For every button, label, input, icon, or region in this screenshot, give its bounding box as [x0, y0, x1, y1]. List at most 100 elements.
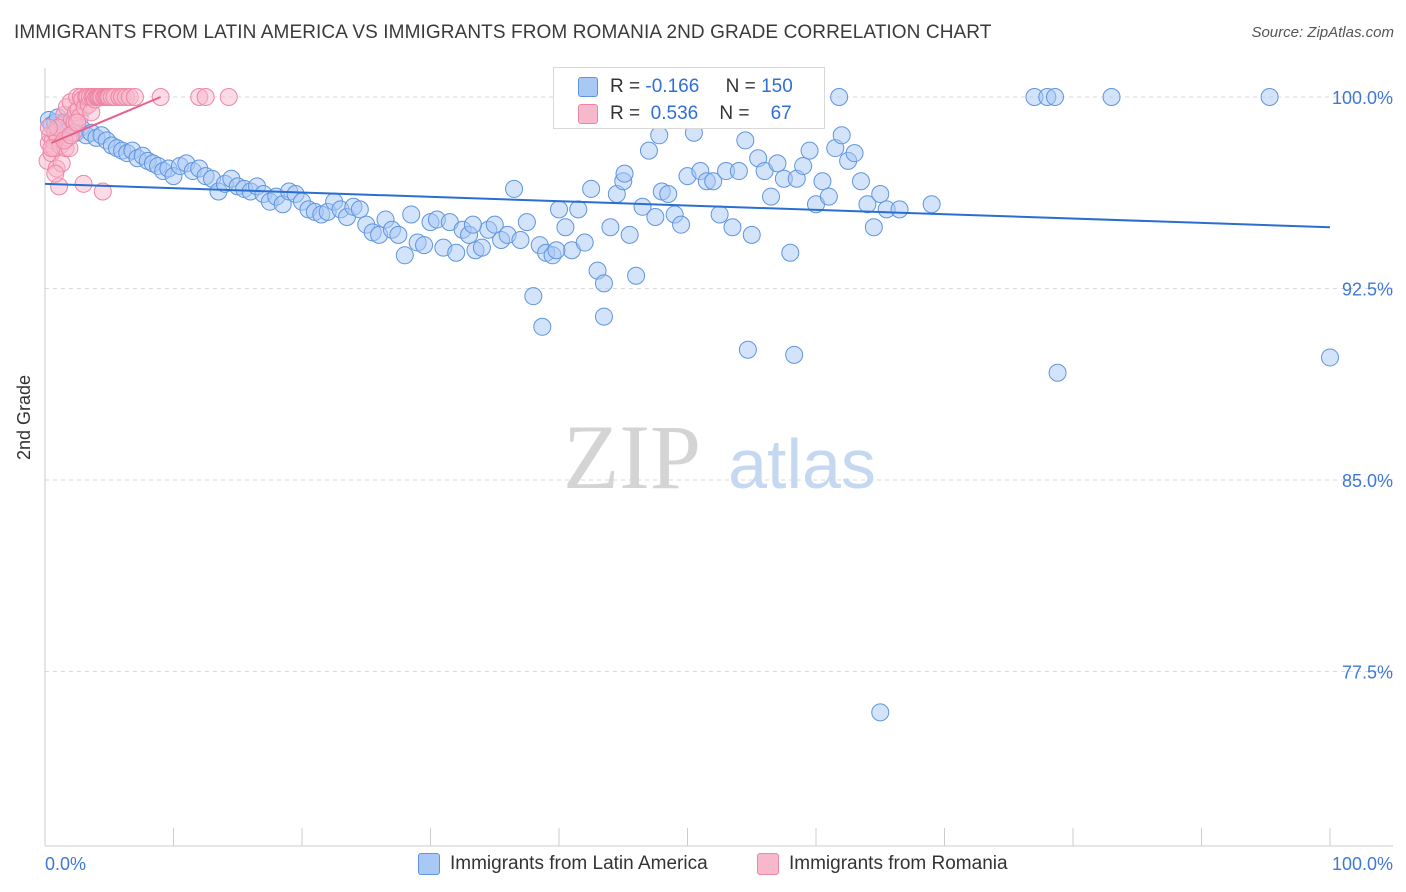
data-point — [1321, 348, 1339, 367]
data-point — [794, 156, 813, 175]
watermark-atlas: atlas — [728, 425, 876, 503]
data-point — [196, 88, 215, 106]
data-point — [575, 233, 594, 252]
y-tick-labels: 77.5% 85.0% 92.5% 100.0% — [1332, 88, 1393, 683]
legend-r-value: -0.166 — [645, 76, 700, 97]
legend-r-value: 0.536 — [645, 103, 699, 124]
data-point — [1046, 88, 1065, 106]
legend-swatch-blue — [418, 853, 440, 875]
data-point — [723, 218, 742, 237]
data-point — [646, 208, 665, 227]
data-point — [845, 144, 864, 163]
data-point — [402, 205, 421, 224]
data-point — [871, 703, 890, 722]
legend-swatch-pink — [757, 853, 779, 875]
data-point — [738, 340, 757, 359]
data-point — [68, 113, 87, 132]
data-point — [832, 126, 851, 145]
trend-line-latin-america — [44, 182, 1331, 229]
data-point — [594, 274, 613, 293]
stats-legend: R = -0.166 N = 150 R = 0.536 N = 67 — [553, 67, 825, 129]
data-point — [781, 243, 800, 262]
legend-label-romania: Immigrants from Romania — [789, 853, 1008, 874]
data-point — [922, 195, 941, 214]
data-point — [620, 225, 639, 244]
data-point — [729, 162, 748, 181]
legend-swatch-pink — [578, 104, 598, 124]
x-tick-label-min: 0.0% — [45, 854, 86, 874]
data-point — [517, 213, 536, 232]
data-point — [1260, 88, 1279, 106]
legend-n-label: N = — [719, 103, 750, 124]
y-axis-label: 2nd Grade — [14, 374, 34, 460]
data-point — [46, 164, 65, 183]
axes — [44, 68, 1393, 847]
data-point — [864, 218, 883, 237]
data-point — [785, 345, 804, 364]
legend-n-label: N = — [725, 76, 756, 97]
trend-line-romania — [51, 96, 162, 144]
data-point — [550, 200, 568, 219]
data-point — [125, 88, 144, 106]
data-point — [601, 218, 620, 237]
data-point — [639, 141, 658, 160]
trend-lines — [44, 96, 1331, 229]
grid-lines — [45, 96, 1393, 672]
data-point — [594, 307, 613, 326]
watermark-zip: ZIP — [563, 406, 701, 508]
data-point — [569, 200, 588, 219]
data-point — [633, 197, 652, 216]
legend-n-value: 67 — [765, 103, 792, 124]
data-point — [547, 241, 566, 260]
data-point — [511, 230, 530, 249]
y-tick-label: 100.0% — [1332, 88, 1393, 108]
data-point — [742, 225, 761, 244]
legend-label-latin-america: Immigrants from Latin America — [450, 853, 708, 874]
data-point — [533, 317, 552, 336]
y-tick-label: 92.5% — [1342, 280, 1393, 300]
data-point — [463, 215, 482, 234]
data-point — [1048, 363, 1067, 382]
data-point — [93, 182, 112, 201]
y-tick-label: 85.0% — [1342, 471, 1393, 491]
data-point — [627, 266, 646, 285]
data-point — [768, 154, 787, 173]
data-point — [74, 174, 93, 193]
data-point — [350, 200, 369, 219]
data-point — [582, 179, 601, 198]
x-tick-label-max: 100.0% — [1332, 854, 1393, 874]
data-point — [395, 246, 414, 265]
y-tick-label: 77.5% — [1342, 663, 1393, 683]
data-point — [736, 131, 755, 150]
data-point — [704, 172, 723, 191]
data-point — [659, 185, 678, 204]
data-point — [447, 243, 466, 262]
data-point — [485, 215, 504, 234]
data-point — [219, 88, 238, 106]
data-point — [524, 287, 543, 306]
data-point — [672, 215, 691, 234]
data-point — [813, 172, 832, 191]
data-point — [389, 225, 408, 244]
watermark: ZIP atlas — [563, 406, 876, 508]
data-point — [505, 179, 524, 198]
legend-r-label: R = — [610, 76, 641, 97]
source-credit: Source: ZipAtlas.com — [1251, 24, 1394, 41]
data-point — [556, 218, 575, 237]
legend-swatch-blue — [578, 77, 598, 97]
data-point — [762, 187, 781, 206]
data-point — [819, 187, 838, 206]
data-point — [39, 118, 58, 137]
data-point — [871, 185, 890, 204]
chart-title: IMMIGRANTS FROM LATIN AMERICA VS IMMIGRA… — [14, 22, 992, 43]
series-romania-points — [38, 88, 238, 201]
series-latin-america-points — [39, 88, 1339, 722]
data-point — [858, 195, 877, 214]
data-point — [1102, 88, 1121, 106]
data-point — [710, 205, 729, 224]
data-point — [615, 164, 634, 183]
data-point — [851, 172, 870, 191]
legend-r-label: R = — [610, 103, 641, 124]
data-point — [890, 200, 909, 219]
